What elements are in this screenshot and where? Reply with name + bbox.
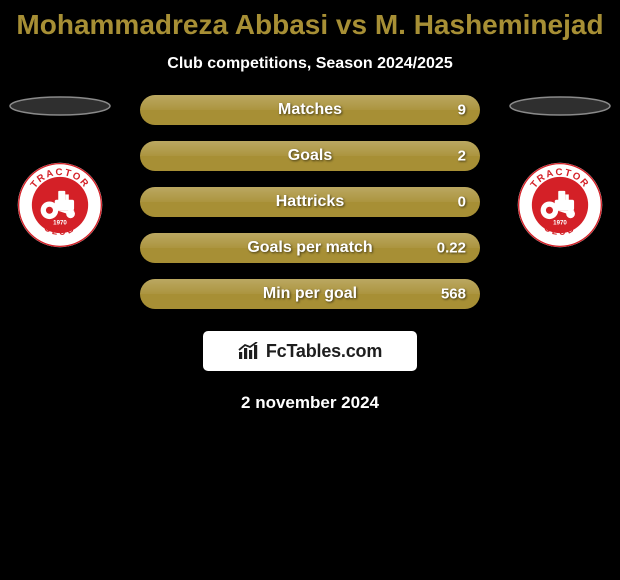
- shadow-ellipse-icon: [508, 95, 612, 117]
- date-text: 2 november 2024: [241, 393, 379, 412]
- comparison-content: TRACTOR CLUB 1970 TRACTOR CLUB 1970: [0, 93, 620, 413]
- date-line: 2 november 2024: [0, 393, 620, 413]
- left-club-column: TRACTOR CLUB 1970: [0, 93, 120, 249]
- brand-text: FcTables.com: [266, 341, 382, 362]
- bar-chart-icon: [238, 342, 260, 360]
- left-club-logo: TRACTOR CLUB 1970: [16, 161, 104, 249]
- tractor-club-logo-icon: TRACTOR CLUB 1970: [516, 161, 604, 249]
- stats-list: Matches 9 Goals 2 Hattricks 0 Goals per match 0…: [140, 93, 480, 309]
- subtitle-text: Club competitions, Season 2024/2025: [167, 55, 452, 72]
- page-title: Mohammadreza Abbasi vs M. Hasheminejad: [0, 0, 620, 39]
- stat-row: Goals 2: [140, 141, 480, 171]
- stat-row: Min per goal 568: [140, 279, 480, 309]
- stat-value-right: 568: [441, 286, 466, 303]
- stat-row: Matches 9: [140, 95, 480, 125]
- stat-label: Goals per match: [247, 239, 372, 257]
- stat-label: Goals: [288, 147, 332, 165]
- stat-label: Hattricks: [276, 193, 344, 211]
- svg-text:1970: 1970: [53, 220, 67, 227]
- stat-row: Goals per match 0.22: [140, 233, 480, 263]
- title-text: Mohammadreza Abbasi vs M. Hasheminejad: [16, 9, 603, 40]
- brand-bar: FcTables.com: [203, 331, 417, 371]
- tractor-club-logo-icon: TRACTOR CLUB 1970: [16, 161, 104, 249]
- shadow-ellipse-icon: [8, 95, 112, 117]
- stat-value-right: 0.22: [437, 240, 466, 257]
- subtitle: Club competitions, Season 2024/2025: [0, 55, 620, 73]
- stat-label: Matches: [278, 101, 342, 119]
- right-club-logo: TRACTOR CLUB 1970: [516, 161, 604, 249]
- svg-text:1970: 1970: [553, 220, 567, 227]
- stat-value-right: 0: [458, 194, 466, 211]
- stat-value-right: 9: [458, 102, 466, 119]
- stat-label: Min per goal: [263, 285, 357, 303]
- right-club-column: TRACTOR CLUB 1970: [500, 93, 620, 249]
- stat-value-right: 2: [458, 148, 466, 165]
- stat-row: Hattricks 0: [140, 187, 480, 217]
